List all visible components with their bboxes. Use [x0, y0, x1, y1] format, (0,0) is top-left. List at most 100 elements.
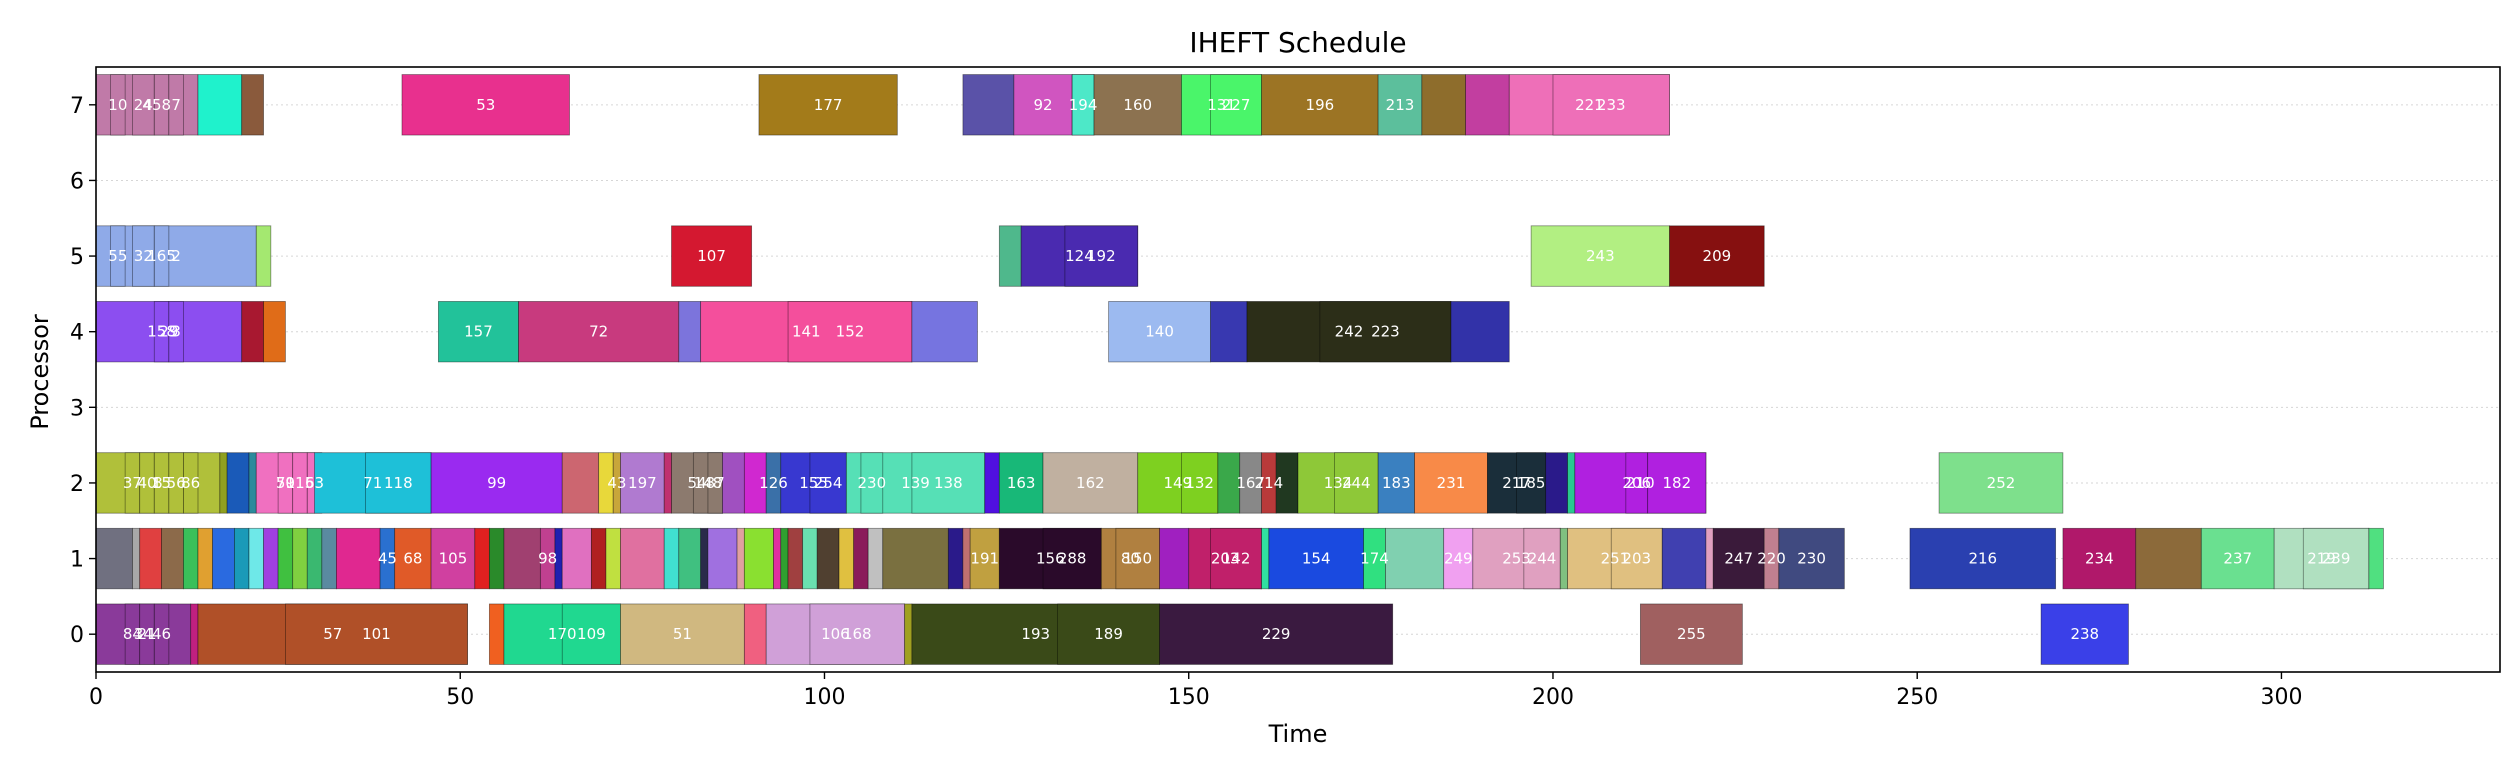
- task-label-124: 124: [1065, 247, 1094, 265]
- y-tick-label-4: 4: [70, 321, 84, 346]
- task-label-43: 43: [607, 474, 626, 492]
- task-bar-150: [1115, 527, 1160, 590]
- task-bar-105: [161, 527, 184, 590]
- task-label-165: 165: [147, 247, 176, 265]
- task-label-157: 157: [464, 323, 493, 341]
- task-label-68: 68: [403, 550, 422, 568]
- task-label-231: 231: [1437, 474, 1466, 492]
- task-bar-229: [1159, 603, 1394, 665]
- task-label-213: 213: [1386, 96, 1415, 114]
- task-bar-12: [1071, 74, 1095, 136]
- task-bar-18: [1421, 74, 1466, 136]
- task-bar-247: [1712, 527, 1765, 590]
- task-label-58: 58: [152, 96, 171, 114]
- task-bar-104: [139, 527, 162, 590]
- task-label-242: 242: [1335, 323, 1364, 341]
- task-bar-108: [212, 527, 235, 590]
- task-bar-165: [153, 225, 170, 287]
- task-bar-182: [1647, 452, 1707, 514]
- task-label-214: 214: [1255, 474, 1284, 492]
- task-bar-243: [1530, 225, 1670, 287]
- task-bar-24: [132, 74, 155, 136]
- task-bar-46: [153, 603, 170, 665]
- task-bar-134: [743, 527, 774, 590]
- task-bar-129: [663, 527, 680, 590]
- task-label-63: 63: [305, 474, 324, 492]
- task-bar-122: [503, 527, 541, 590]
- task-label-101: 101: [362, 625, 391, 643]
- task-bar-213: [1377, 74, 1423, 136]
- task-label-156: 156: [1036, 550, 1065, 568]
- task-bar-141: [853, 527, 869, 590]
- task-label-197: 197: [628, 474, 657, 492]
- task-bar-234: [2062, 527, 2137, 590]
- task-bar-128: [620, 527, 665, 590]
- task-label-252: 252: [1987, 474, 2016, 492]
- y-tick-label-6: 6: [70, 169, 84, 194]
- task-label-142: 142: [1222, 550, 1251, 568]
- task-bar-238: [2040, 603, 2129, 665]
- task-bar-252: [1938, 452, 2064, 514]
- task-label-140: 140: [1145, 323, 1174, 341]
- task-bar-101: [285, 603, 468, 665]
- task-bar-106: [183, 527, 199, 590]
- task-label-217: 217: [1502, 474, 1531, 492]
- task-label-182: 182: [1662, 474, 1691, 492]
- task-label-57: 57: [323, 625, 342, 643]
- task-bar-154: [1268, 527, 1364, 590]
- task-label-203: 203: [1622, 550, 1651, 568]
- task-label-223: 223: [1371, 323, 1400, 341]
- task-label-230: 230: [1797, 550, 1826, 568]
- task-bar-161: [1559, 527, 1568, 590]
- task-label-177: 177: [814, 96, 843, 114]
- task-bar-223: [1319, 301, 1452, 363]
- task-bar-109: [234, 527, 250, 590]
- task-bar-152: [787, 301, 913, 363]
- task-label-230: 230: [858, 474, 887, 492]
- task-label-106: 106: [821, 625, 850, 643]
- task-bar-69: [663, 452, 672, 514]
- task-label-115: 115: [286, 474, 315, 492]
- task-label-45: 45: [378, 550, 397, 568]
- task-bar-157: [1385, 527, 1445, 590]
- task-bar-145: [962, 527, 971, 590]
- task-bar-102: [95, 527, 133, 590]
- task-label-134: 134: [1324, 474, 1353, 492]
- y-tick-label-0: 0: [70, 623, 84, 648]
- task-label-168: 168: [843, 625, 872, 643]
- task-label-105: 105: [439, 550, 468, 568]
- task-bar-135: [773, 527, 782, 590]
- task-bar-86: [183, 452, 199, 514]
- task-label-2: 2: [171, 247, 181, 265]
- x-tick-label-300: 300: [2260, 685, 2302, 710]
- task-label-219: 219: [2307, 550, 2336, 568]
- task-bar-171: [2135, 527, 2202, 590]
- task-label-32: 32: [134, 247, 153, 265]
- task-label-155: 155: [799, 474, 828, 492]
- task-bar-162: [1042, 452, 1139, 514]
- task-bar-136: [780, 527, 789, 590]
- task-label-54: 54: [687, 474, 706, 492]
- task-label-139: 139: [901, 474, 930, 492]
- y-tick-label-2: 2: [70, 472, 84, 497]
- y-tick-label-1: 1: [70, 548, 84, 573]
- task-bar-160: [1093, 74, 1182, 136]
- task-bar-10: [110, 74, 126, 136]
- task-label-71: 71: [363, 474, 382, 492]
- task-label-99: 99: [487, 474, 506, 492]
- task-label-251: 251: [1601, 550, 1630, 568]
- task-label-86: 86: [181, 474, 200, 492]
- task-bar-233: [1552, 74, 1670, 136]
- task-label-191: 191: [970, 550, 999, 568]
- task-label-132: 132: [1185, 474, 1214, 492]
- task-bar-73: [722, 452, 745, 514]
- task-label-72: 72: [589, 323, 608, 341]
- task-bar-55: [110, 225, 126, 287]
- task-bar-125: [561, 527, 592, 590]
- task-bar-28: [998, 225, 1022, 287]
- task-label-196: 196: [1306, 96, 1335, 114]
- task-label-40: 40: [137, 474, 156, 492]
- task-bar-126: [590, 527, 607, 590]
- task-bar-107: [197, 527, 213, 590]
- task-bar-187: [743, 603, 767, 665]
